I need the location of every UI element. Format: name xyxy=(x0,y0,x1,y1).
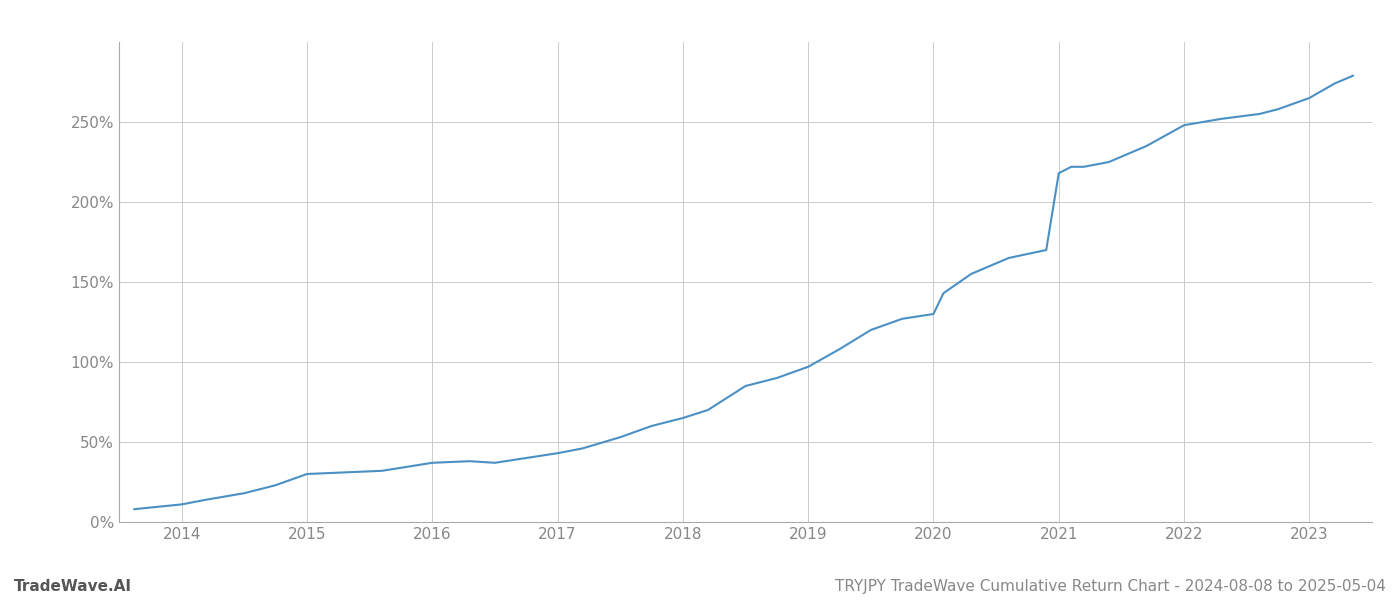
Text: TradeWave.AI: TradeWave.AI xyxy=(14,579,132,594)
Text: TRYJPY TradeWave Cumulative Return Chart - 2024-08-08 to 2025-05-04: TRYJPY TradeWave Cumulative Return Chart… xyxy=(836,579,1386,594)
